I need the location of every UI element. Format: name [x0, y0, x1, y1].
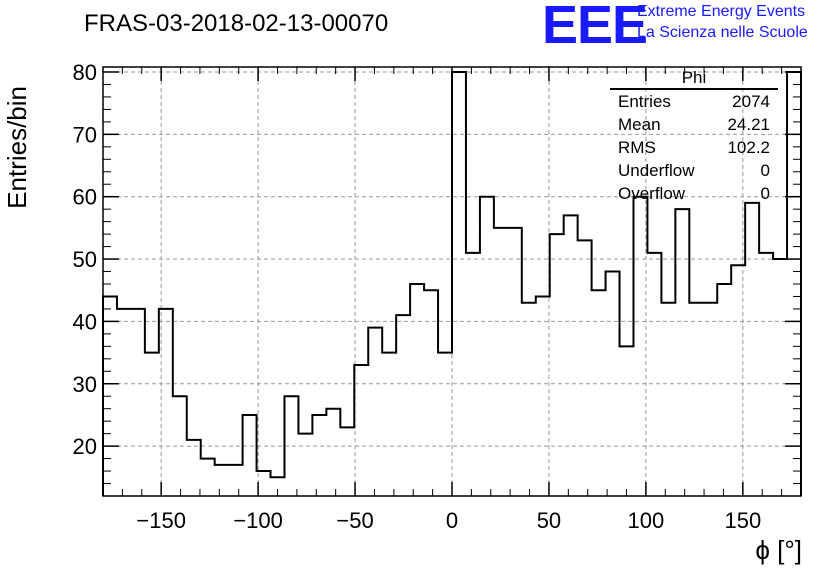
histogram-bin [647, 253, 661, 496]
histogram-bin [536, 296, 550, 496]
histogram-bin [368, 328, 382, 496]
histogram-bin [410, 284, 424, 496]
y-tick-label: 80 [73, 60, 97, 85]
stats-row-mean: Mean 24.21 [610, 113, 778, 136]
histogram-bin [522, 303, 536, 496]
stats-label: Mean [618, 115, 661, 134]
y-tick-label: 50 [73, 247, 97, 272]
stats-label: Entries [618, 92, 671, 111]
logo-text-line1: Extreme Energy Events [637, 3, 806, 20]
histogram-bin [703, 303, 717, 496]
histogram-bin [452, 72, 466, 496]
logo-text-line2: La Scienza nelle Scuole [637, 24, 808, 41]
histogram-bin [298, 434, 312, 496]
x-tick-label: 0 [446, 508, 458, 533]
stats-label: Overflow [618, 184, 686, 203]
x-tick-label: 100 [628, 508, 665, 533]
histogram-line [102, 70, 802, 496]
stats-row-overflow: Overflow 0 [610, 182, 778, 205]
y-tick-label: 70 [73, 122, 97, 147]
x-tick-label: −100 [233, 508, 283, 533]
histogram-bin [633, 197, 647, 496]
histogram-bin [243, 415, 257, 496]
chart-title: FRAS-03-2018-02-13-00070 [84, 10, 389, 37]
histogram-bin [326, 409, 340, 496]
stats-value: 0 [760, 184, 770, 203]
histogram-bin [508, 228, 522, 496]
histogram-bin [354, 365, 368, 496]
histogram-bin [201, 459, 215, 496]
y-tick-label: 30 [73, 372, 97, 397]
stats-box: Phi Entries 2074 Mean 24.21 RMS 102.2 Un… [610, 68, 778, 205]
histogram-bin [564, 215, 578, 496]
stats-value: 24.21 [727, 115, 770, 134]
stats-row-underflow: Underflow 0 [610, 159, 778, 182]
stats-label: Underflow [618, 161, 695, 180]
histogram-bin [229, 465, 243, 496]
histogram-bin [117, 309, 131, 496]
histogram-bin [620, 346, 634, 496]
y-axis-label: Entries/bin [2, 86, 32, 209]
histogram-bin [745, 203, 759, 496]
y-tick-label: 20 [73, 434, 97, 459]
stats-row-entries: Entries 2074 [610, 90, 778, 113]
histogram-bin [550, 234, 564, 496]
stats-value: 102.2 [727, 138, 770, 157]
histogram-bin [145, 353, 159, 496]
eee-logo: EEE [542, 0, 648, 55]
histogram-bin [466, 253, 480, 496]
histogram-bin [382, 353, 396, 496]
x-tick-label: 50 [537, 508, 561, 533]
histogram-bin [480, 197, 494, 496]
histogram-bin [215, 465, 229, 496]
x-tick-label: 150 [724, 508, 761, 533]
histogram-bin [438, 353, 452, 496]
y-tick-label: 60 [73, 185, 97, 210]
x-axis-label: ϕ [°] [755, 535, 802, 565]
histogram-bin [759, 253, 773, 496]
histogram-bin [396, 315, 410, 496]
histogram-bin [312, 415, 326, 496]
stats-title: Phi [610, 68, 778, 90]
stats-value: 0 [760, 161, 770, 180]
histogram-bin [131, 309, 145, 496]
histogram-bin [578, 240, 592, 496]
histogram-bin [187, 440, 201, 496]
stats-row-rms: RMS 102.2 [610, 136, 778, 159]
histogram-bin [717, 284, 731, 496]
x-tick-label: −50 [336, 508, 373, 533]
stats-label: RMS [618, 138, 656, 157]
x-tick-label: −150 [136, 508, 186, 533]
histogram-bin [689, 303, 703, 496]
histogram-bin [675, 209, 689, 496]
histogram-bin [773, 259, 787, 496]
histogram-bin [494, 228, 508, 496]
stats-value: 2074 [732, 92, 770, 111]
histogram-bin [661, 303, 675, 496]
y-tick-label: 40 [73, 309, 97, 334]
histogram-bin [340, 427, 354, 496]
